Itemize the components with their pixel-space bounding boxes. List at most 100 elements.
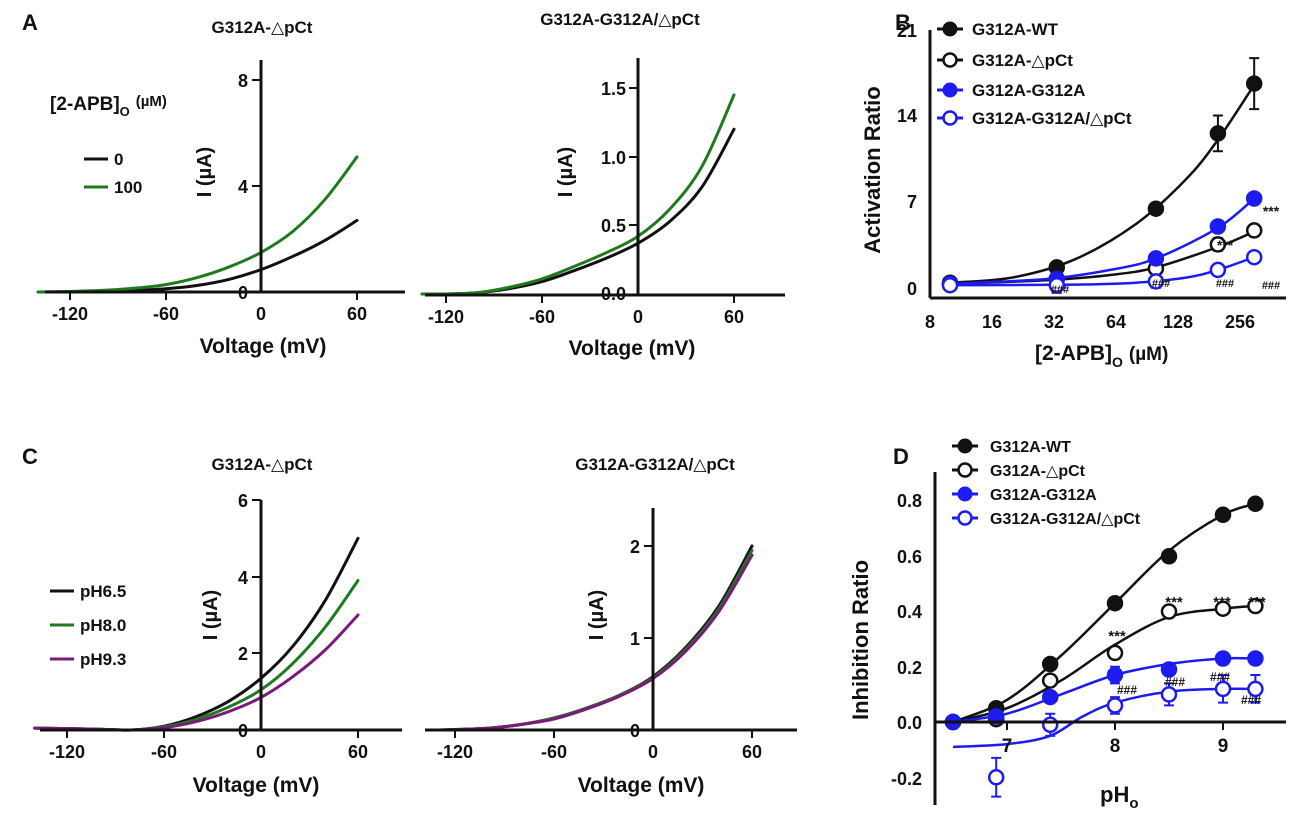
- plot-title: G312A-△pCt: [212, 18, 313, 37]
- y-tick-label: 0.4: [897, 602, 922, 622]
- legend-title: [2-APB]O(µM): [50, 93, 167, 119]
- significance-hash: ###: [1117, 683, 1137, 697]
- legend-marker: [957, 462, 973, 478]
- y-axis-label: I (µA): [586, 590, 608, 640]
- y-tick-label: 2: [630, 537, 640, 557]
- x-tick-label: 60: [347, 304, 367, 324]
- panel-a-right: G312A-G312A/△pCt -120 -60 0 60 0.0 0.5 1…: [420, 10, 785, 360]
- y-tick-label: 6: [238, 491, 248, 511]
- plot-title: G312A-G312A/△pCt: [540, 10, 700, 29]
- y-tick-label: 0.6: [897, 547, 922, 567]
- x-tick-label: 60: [742, 742, 762, 762]
- plot-title: G312A-G312A/△pCt: [575, 455, 735, 474]
- data-point-g312a-wt: [1214, 506, 1232, 524]
- x-axis-label: Voltage (mV): [569, 337, 696, 360]
- legend-label: pH6.5: [80, 582, 126, 601]
- y-tick-label: 1: [630, 629, 640, 649]
- y-tick-label: 1.5: [601, 79, 626, 99]
- legend-label: G312A-G312A: [972, 81, 1085, 100]
- significance-stars: ***: [1213, 594, 1231, 611]
- data-point-g312a-pct: [1245, 222, 1263, 239]
- panel-letter-c: C: [22, 444, 38, 469]
- y-tick-label: 0.5: [601, 216, 626, 236]
- data-point-g312a-g312a-pct: [1106, 697, 1124, 714]
- data-point-g312a-pct: [1041, 672, 1059, 689]
- x-tick-label: 7: [1002, 736, 1013, 757]
- x-tick-label: 256: [1225, 312, 1255, 332]
- significance-stars: ***: [1165, 594, 1183, 611]
- y-tick-label: 0.2: [897, 658, 922, 678]
- data-point-g312a-pct: [1209, 236, 1227, 253]
- data-point-g312a-g312a-pct: [1245, 248, 1263, 266]
- x-tick-label: 128: [1163, 312, 1193, 332]
- data-point-g312a-pct: [1106, 644, 1124, 662]
- data-point-g312a-g312a-pct: [1048, 276, 1066, 294]
- significance-hash: ###: [1216, 278, 1234, 290]
- significance-hash: ###: [1051, 284, 1069, 296]
- series-line-0: [36, 218, 359, 294]
- y-tick-label: 7: [907, 192, 917, 212]
- x-tick-label: -120: [428, 307, 464, 327]
- data-point-g312a-wt: [1160, 548, 1178, 565]
- legend-marker: [957, 486, 973, 502]
- legend-marker: [942, 110, 958, 126]
- x-tick-label: -60: [153, 304, 179, 324]
- x-axis-label: [2-APB]O (µM): [1035, 342, 1168, 370]
- data-point-g312a-wt: [1147, 200, 1165, 217]
- x-tick-label: 8: [1110, 736, 1121, 757]
- y-tick-label: -0.2: [891, 769, 922, 789]
- significance-stars: ***: [1108, 628, 1126, 645]
- series-line-ph9-3: [437, 553, 754, 732]
- legend-marker: [942, 21, 958, 37]
- panel-c-right: G312A-G312A/△pCt -120 -60 0 60 0 1 2 Vol…: [425, 455, 797, 797]
- legend-label: G312A-G312A/△pCt: [990, 511, 1141, 528]
- y-tick-label: 0: [630, 721, 640, 741]
- x-tick-label: 60: [348, 742, 368, 762]
- data-point-g312a-wt: [1106, 594, 1124, 612]
- data-point-g312a-wt: [1041, 655, 1059, 673]
- data-point-g312a-g312a-pct: [1247, 680, 1264, 698]
- data-point-g312a-g312a-pct: [1147, 273, 1165, 290]
- legend-label: G312A-G312A: [990, 487, 1097, 504]
- y-tick-label: 0: [238, 721, 248, 741]
- y-axis-label: I (µA): [555, 147, 577, 197]
- panel-letter-b: B: [895, 10, 911, 35]
- y-axis-label: I (µA): [194, 147, 216, 197]
- x-tick-label: -60: [541, 742, 567, 762]
- data-point-g312a-g312a: [1214, 650, 1232, 667]
- y-tick-label: 8: [238, 71, 248, 91]
- panel-letter-a: A: [22, 10, 38, 35]
- legend-label: pH9.3: [80, 650, 126, 669]
- x-tick-label: 9: [1218, 736, 1229, 757]
- data-point-g312a-g312a: [1147, 250, 1165, 267]
- y-axis-label: Inhibition Ratio: [848, 560, 873, 720]
- y-tick-label: 0.8: [897, 491, 922, 511]
- x-tick-label: 64: [1106, 312, 1126, 332]
- x-tick-label: -60: [529, 307, 555, 327]
- significance-hash: ###: [1210, 670, 1230, 684]
- data-point-g312a-g312a-pct: [1160, 686, 1178, 703]
- significance-hash: ###: [1241, 693, 1261, 707]
- x-tick-label: 16: [982, 312, 1002, 332]
- legend-marker: [942, 52, 958, 68]
- data-point-g312a-g312a-pct: [1041, 716, 1059, 734]
- data-point-g312a-pct: [1160, 603, 1178, 620]
- significance-hash: ###: [1152, 278, 1170, 290]
- y-tick-label: 2: [238, 644, 248, 664]
- legend-marker: [957, 510, 973, 526]
- y-tick-label: 4: [238, 177, 248, 197]
- x-axis-label: pHo: [1100, 782, 1139, 812]
- panel-d: 7 8 9 -0.2 0.0 0.2 0.4 0.6 0.8 Inhibitio…: [848, 438, 1286, 812]
- legend-label: G312A-WT: [990, 439, 1071, 456]
- panel-letter-d: D: [893, 444, 909, 469]
- fit-curve-g312a-pct: [949, 230, 1255, 286]
- legend-label: 0: [114, 150, 123, 169]
- data-point-g312a-g312a-pct: [941, 276, 959, 294]
- x-tick-label: 8: [925, 312, 935, 332]
- x-tick-label: 0: [256, 742, 266, 762]
- legend-label: G312A-G312A/△pCt: [972, 109, 1132, 128]
- y-tick-label: 4: [238, 568, 248, 588]
- y-tick-label: 0: [238, 283, 248, 303]
- data-point-g312a-g312a: [1041, 688, 1059, 706]
